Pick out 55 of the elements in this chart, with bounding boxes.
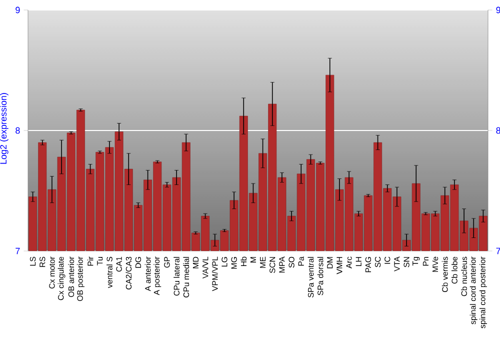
x-tick-label: Pn — [422, 256, 428, 266]
x-tick-label: GP — [164, 256, 170, 268]
x-tick-label: RS — [40, 256, 46, 267]
x-tick-label: SPa dorsal — [317, 257, 324, 296]
x-tick-label: LS — [30, 256, 36, 266]
x-tick-label: ventral S — [106, 256, 112, 288]
x-tick-label: OB posterior — [76, 256, 84, 301]
x-tick-label: MPA — [279, 256, 285, 273]
x-tick-label: SO — [288, 256, 294, 268]
x-tick-label: DM — [327, 257, 333, 268]
x-tick-label: Pir — [87, 256, 94, 266]
x-tick-label: Tu — [97, 256, 103, 266]
x-tick-label: VPM/VPL — [212, 256, 218, 292]
x-tick-label: spinal cord posterior — [479, 256, 487, 328]
x-tick-label: CA1 — [116, 256, 122, 272]
x-tick-label: IC — [384, 256, 390, 264]
x-tick-label: M — [250, 257, 256, 262]
x-tick-label: ME — [260, 256, 266, 268]
x-tick-label: VA/VL — [202, 256, 208, 279]
x-tick-label: CPu lateral — [174, 257, 180, 296]
y2-tick-label: 7 — [496, 248, 500, 254]
x-tick-label: Arc — [346, 256, 352, 268]
x-tick-label: OB anterior — [68, 256, 74, 297]
x-tick-label: PAG — [365, 257, 372, 272]
x-tick-label: Tg — [412, 256, 420, 266]
x-tick-label: A anterior — [144, 256, 151, 292]
y-tick-label: 9 — [16, 6, 20, 14]
x-tick-label: Pa — [298, 256, 304, 266]
x-tick-label: spinal cord anterior — [470, 256, 478, 324]
x-tick-label: A posterior — [154, 256, 162, 296]
x-tick-label: Cx cingulate — [58, 256, 66, 300]
x-tick-label: LG — [222, 257, 228, 266]
x-tick-label: VTA — [394, 256, 400, 272]
x-tick-label: DG — [135, 257, 142, 268]
x-tick-label: SCN — [270, 257, 276, 273]
x-tick-label: SN — [404, 257, 410, 268]
x-tick-label: SPa ventral — [308, 257, 314, 298]
x-tick-label: VMH — [336, 257, 342, 274]
x-tick-label: MG — [231, 257, 237, 269]
x-tick-label: MVe — [432, 256, 438, 272]
y2-tick-label: 9 — [496, 6, 500, 14]
x-tick-label: Cb vermis — [442, 256, 448, 292]
x-tick-label: SC — [374, 256, 381, 268]
x-tick-label: CPu medial — [183, 257, 190, 298]
x-tick-label: Cb lobe — [452, 256, 458, 284]
y2-tick-label: 8 — [496, 127, 500, 134]
x-tick-label: LH — [356, 257, 362, 266]
y-tick-label: 8 — [16, 127, 20, 134]
y-axis-title: Log2 (expression) — [0, 93, 8, 164]
x-tick-label: MD — [192, 256, 198, 268]
x-tick-label: Cb nucleus — [461, 256, 467, 296]
x-tick-label: Hb — [240, 256, 247, 266]
x-tick-label: CA2/CA3 — [126, 256, 132, 290]
y-tick-label: 7 — [16, 248, 20, 254]
x-tick-label: Cx motor — [49, 256, 55, 288]
